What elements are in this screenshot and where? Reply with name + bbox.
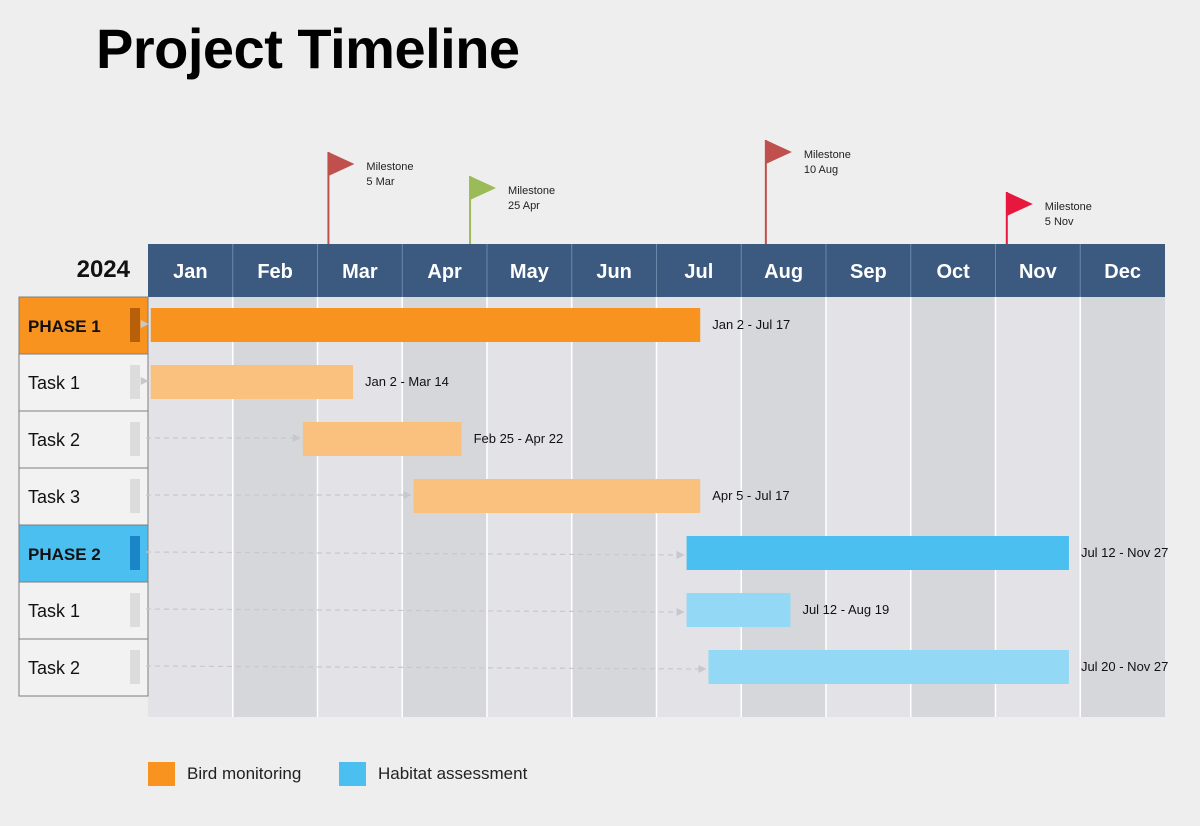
legend-item-bird-monitoring: Bird monitoring (148, 762, 301, 786)
month-column-jan (148, 297, 233, 717)
month-column-mar (317, 297, 403, 717)
bar-p2-task-2 (708, 650, 1069, 684)
month-label-mar: Mar (342, 261, 378, 283)
row-tab-p1-phase-1 (130, 308, 140, 342)
range-label-p1-task-3: Apr 5 - Jul 17 (712, 488, 789, 503)
month-column-dec (1080, 297, 1165, 717)
row-label-p1-task-1: Task 1 (28, 373, 80, 393)
month-label-sep: Sep (850, 261, 887, 283)
month-column-sep (826, 297, 911, 717)
range-label-p1-task-1: Jan 2 - Mar 14 (365, 374, 449, 389)
row-tab-p1-task-3 (130, 479, 140, 513)
milestone-4-flag-icon (1006, 192, 1033, 216)
month-label-nov: Nov (1019, 261, 1058, 283)
row-label-cell-p2-task-2 (18, 638, 149, 697)
bar-p1-task-1 (150, 365, 354, 399)
row-label-cell-p1-task-1 (18, 353, 149, 412)
connector-arrow-icon (676, 608, 685, 616)
month-column-nov (995, 297, 1081, 717)
row-label-cell-p1-task-2 (18, 410, 149, 469)
row-label-p1-phase-1: PHASE 1 (28, 317, 101, 336)
legend-swatch-habitat-assessment (339, 762, 366, 786)
row-label-p2-phase-2: PHASE 2 (28, 545, 101, 564)
row-tab-p1-task-1 (130, 365, 140, 399)
milestone-2-flag-icon (470, 176, 497, 200)
milestone-4-date: 5 Nov (1045, 216, 1074, 228)
milestone-1-date: 5 Mar (366, 176, 394, 188)
range-label-p1-phase-1: Jan 2 - Jul 17 (712, 317, 790, 332)
month-label-jul: Jul (684, 261, 713, 283)
legend-label-habitat-assessment: Habitat assessment (378, 764, 528, 783)
legend-item-habitat-assessment: Habitat assessment (339, 762, 527, 786)
milestone-3-label: Milestone (804, 149, 851, 161)
milestone-4-label: Milestone (1045, 201, 1092, 213)
milestone-3-date: 10 Aug (804, 164, 838, 176)
row-label-cell-p2-task-1 (18, 581, 149, 640)
connector-p2-task-1 (145, 608, 679, 613)
row-label-cell-p1-task-3 (18, 467, 149, 526)
connector-p2-phase-2 (145, 551, 679, 556)
legend-label-bird-monitoring: Bird monitoring (187, 764, 302, 783)
month-column-feb (232, 297, 318, 717)
range-label-p2-phase-2: Jul 12 - Nov 27 (1081, 545, 1168, 560)
month-label-apr: Apr (427, 261, 462, 283)
month-label-jun: Jun (596, 261, 632, 283)
row-label-cell-p1-phase-1 (18, 296, 149, 355)
legend-swatch-bird-monitoring (148, 762, 175, 786)
range-label-p2-task-1: Jul 12 - Aug 19 (802, 602, 889, 617)
connector-arrow-icon (698, 665, 707, 673)
milestone-1-label: Milestone (366, 161, 413, 173)
row-label-p2-task-2: Task 2 (28, 658, 80, 678)
milestone-2-label: Milestone (508, 185, 555, 197)
range-label-p1-task-2: Feb 25 - Apr 22 (474, 431, 564, 446)
row-tab-p2-task-1 (130, 593, 140, 627)
row-label-p2-task-1: Task 1 (28, 601, 80, 621)
bar-p1-phase-1 (150, 308, 701, 342)
month-label-feb: Feb (257, 261, 293, 283)
bar-p2-phase-2 (686, 536, 1069, 570)
month-label-aug: Aug (764, 261, 803, 283)
connector-arrow-icon (140, 320, 149, 328)
month-label-jan: Jan (173, 261, 207, 283)
connector-p2-task-2 (145, 665, 701, 670)
bar-p2-task-1 (686, 593, 791, 627)
bar-p1-task-3 (413, 479, 701, 513)
bar-p1-task-2 (302, 422, 462, 456)
row-label-p1-task-2: Task 2 (28, 430, 80, 450)
row-tab-p2-phase-2 (130, 536, 140, 570)
page-title: Project Timeline (96, 17, 520, 80)
range-label-p2-task-2: Jul 20 - Nov 27 (1081, 659, 1168, 674)
year-label: 2024 (76, 256, 130, 283)
connector-arrow-icon (676, 551, 685, 559)
connector-arrow-icon (403, 491, 412, 499)
month-column-aug (741, 297, 826, 717)
month-column-oct (910, 297, 996, 717)
month-label-dec: Dec (1104, 261, 1141, 283)
row-tab-p2-task-2 (130, 650, 140, 684)
row-label-p1-task-3: Task 3 (28, 487, 80, 507)
month-label-oct: Oct (936, 261, 970, 283)
milestone-3-flag-icon (765, 140, 792, 164)
connector-arrow-icon (140, 377, 149, 385)
month-label-may: May (510, 261, 550, 283)
row-tab-p1-task-2 (130, 422, 140, 456)
milestone-2-date: 25 Apr (508, 200, 540, 212)
connector-arrow-icon (292, 434, 301, 442)
milestone-1-flag-icon (328, 152, 355, 176)
